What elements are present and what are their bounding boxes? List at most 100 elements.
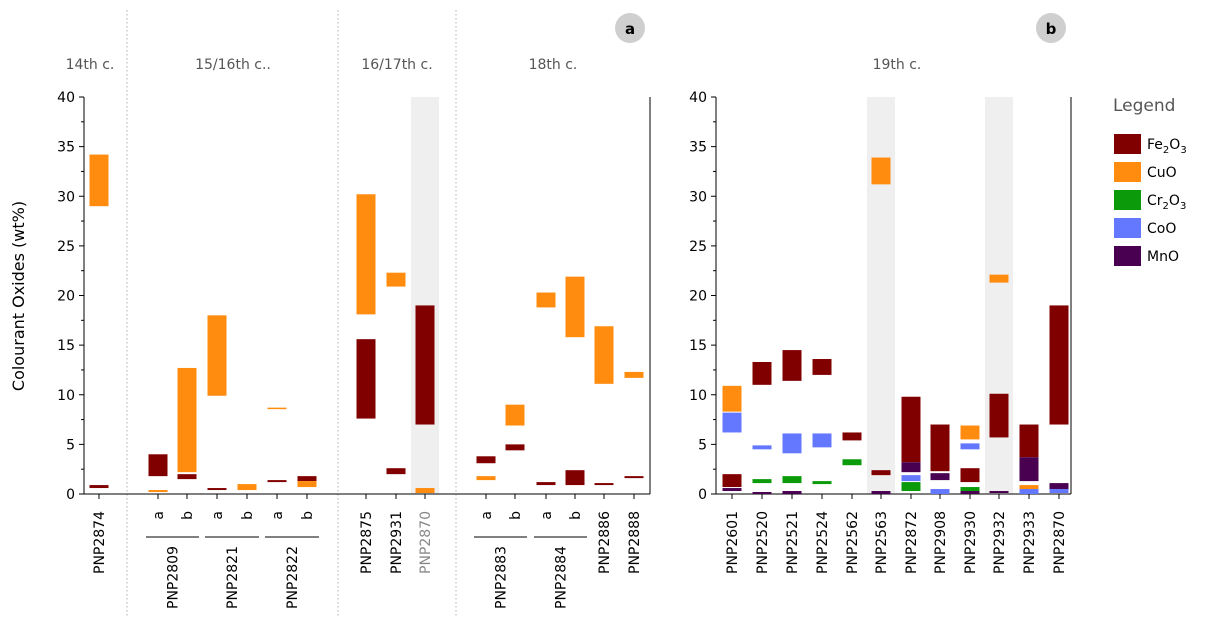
panel-a-bar-cuo (476, 476, 496, 481)
panel-b-bar-fe2o3 (871, 470, 891, 476)
panel-b-badge-circle (1036, 13, 1066, 43)
panel-a-y-tick-label: 5 (66, 437, 75, 453)
panel-b-bar-coo (782, 433, 802, 454)
legend-swatch-cr2o3 (1114, 190, 1141, 210)
panel-b-bar-fe2o3 (722, 474, 742, 488)
panel-a-y-tick-label: 30 (57, 189, 75, 205)
panel-b-y-tick-label: 30 (689, 189, 707, 205)
panel-b-y-tick-label: 0 (698, 487, 707, 503)
panel-b-bar-fe2o3 (1049, 305, 1069, 425)
panel-a-badge-label: a (625, 20, 635, 38)
panel-a-bar-fe2o3 (505, 444, 525, 451)
panel-a-sub-label: b (508, 511, 524, 520)
panel-b-highlight-band (867, 97, 895, 494)
panel-b-bar-mno (930, 473, 950, 481)
panel-b-bar-fe2o3 (901, 396, 921, 463)
panel-b-bar-mno (1049, 483, 1069, 490)
panel-a-bar-cuo (237, 484, 257, 491)
panel-b-bar-cr2o3 (960, 487, 980, 492)
panel-a-sub-label: a (539, 511, 555, 520)
panel-a-bar-cuo (267, 407, 287, 410)
panel-a-highlight-band (411, 97, 439, 494)
panel-b-sample-label: PNP2562 (845, 511, 861, 574)
panel-b-sample-label: PNP2930 (963, 511, 979, 574)
panel-b-bar-mno (722, 488, 742, 492)
panel-a-y-tick-label: 15 (57, 338, 75, 354)
panel-a-bar-cuo (89, 154, 109, 207)
panel-a-y-axis-title: Colourant Oxides (wt%) (9, 201, 28, 391)
panel-a-sub-label: b (240, 511, 256, 520)
panel-b-bar-mno (1019, 457, 1039, 482)
panel-a-period-label: 16/17th c. (361, 57, 432, 73)
panel-a-bar-cuo (594, 326, 614, 384)
legend-label-coo: CoO (1147, 221, 1176, 237)
panel-b-bar-mno (901, 462, 921, 473)
panel-a-bar-fe2o3 (207, 488, 227, 491)
panel-b-sample-label: PNP2908 (933, 511, 949, 574)
panel-b-bar-mno (782, 491, 802, 494)
panel-a-sample-label: PNP2888 (627, 511, 643, 574)
panel-b-sample-label: PNP2933 (1022, 511, 1038, 574)
panel-a-sample-label: PNP2821 (225, 546, 241, 609)
panel-a-bar-cuo (356, 194, 376, 315)
panel-a-sub-label: b (180, 511, 196, 520)
panel-a-period-label: 15/16th c.. (195, 57, 271, 73)
panel-b-bar-fe2o3 (1019, 424, 1039, 458)
panel-a-bar-fe2o3 (356, 339, 376, 419)
panel-b-bar-fe2o3 (842, 432, 862, 441)
panel-b-bar-mno (989, 491, 1009, 494)
legend-swatch-mno (1114, 246, 1141, 266)
panel-b-y-tick-label: 40 (689, 90, 707, 106)
legend-swatch-cuo (1114, 162, 1141, 182)
panel-b-bar-cuo (989, 274, 1009, 283)
panel-b-bar-fe2o3 (782, 350, 802, 381)
panel-a-bar-fe2o3 (148, 454, 168, 477)
panel-b-bar-cr2o3 (901, 482, 921, 492)
panel-a-bar-cuo (207, 315, 227, 396)
panel-a-y-tick-label: 40 (57, 90, 75, 106)
panel-a-sub-label: a (270, 511, 286, 520)
panel-a-sub-label: a (479, 511, 495, 520)
panel-a-sample-label: PNP2874 (92, 511, 108, 574)
panel-b-bar-fe2o3 (960, 468, 980, 483)
panel-b-bar-coo (812, 433, 832, 448)
legend-title: Legend (1113, 96, 1175, 116)
panel-b-bar-mno (752, 492, 772, 494)
panel-b-y-tick-label: 25 (689, 239, 707, 255)
panel-b-bar-coo (960, 443, 980, 450)
panel-b-bar-fe2o3 (812, 359, 832, 375)
panel-a-period-label: 14th c. (66, 57, 115, 73)
panel-b-bar-coo (722, 412, 742, 433)
panel-a-sample-label: PNP2809 (166, 546, 182, 609)
panel-b-bar-mno (871, 491, 891, 494)
panel-a-bar-cuo (148, 490, 168, 493)
panel-a-bar-fe2o3 (536, 482, 556, 486)
panel-a-sample-label: PNP2884 (554, 546, 570, 609)
panel-a-sample-label: PNP2875 (359, 511, 375, 574)
panel-b-bar-cr2o3 (812, 481, 832, 485)
panel-a-bar-cuo (505, 404, 525, 426)
panel-a-sub-label: b (568, 511, 584, 520)
panel-b-bar-fe2o3 (989, 393, 1009, 438)
legend-swatch-coo (1114, 218, 1141, 238)
legend-label-cuo: CuO (1147, 165, 1177, 181)
panel-a-sample-label: PNP2886 (597, 511, 613, 574)
panel-a-bar-cuo (177, 367, 197, 473)
panel-a-sample-label: PNP2931 (389, 511, 405, 574)
panel-b-y-tick-label: 5 (698, 437, 707, 453)
panel-b-bar-cr2o3 (752, 479, 772, 484)
panel-a-bar-fe2o3 (177, 474, 197, 480)
panel-a-bar-fe2o3 (415, 305, 435, 425)
panel-a-y-tick-label: 10 (57, 388, 75, 404)
panel-b-bar-cr2o3 (842, 459, 862, 466)
panel-a-sub-label: b (300, 511, 316, 520)
legend-label-mno: MnO (1147, 249, 1179, 265)
panel-b-sample-label: PNP2932 (992, 511, 1008, 574)
panel-b-bar-cuo (871, 157, 891, 185)
panel-b-bar-cuo (722, 385, 742, 412)
panel-b-bar-coo (1019, 489, 1039, 494)
panel-b-bar-coo (901, 475, 921, 482)
panel-b-sample-label: PNP2524 (815, 511, 831, 574)
